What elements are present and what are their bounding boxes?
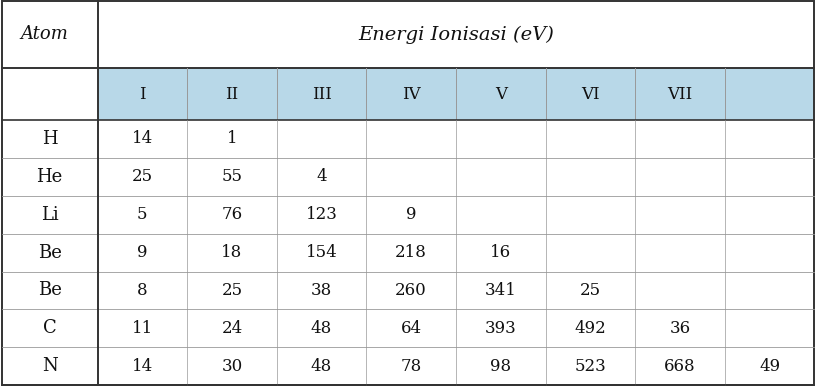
Text: 341: 341: [485, 282, 517, 299]
Text: V: V: [494, 86, 507, 103]
Text: 25: 25: [580, 282, 601, 299]
Text: 16: 16: [490, 244, 512, 261]
Text: 25: 25: [221, 282, 242, 299]
Text: 18: 18: [221, 244, 242, 261]
Text: VII: VII: [667, 86, 693, 103]
Text: 668: 668: [664, 358, 696, 375]
Text: 9: 9: [137, 244, 148, 261]
Text: II: II: [225, 86, 238, 103]
Text: 393: 393: [485, 320, 517, 337]
Text: I: I: [139, 86, 145, 103]
Text: Energi Ionisasi (eV): Energi Ionisasi (eV): [358, 25, 554, 44]
Text: He: He: [37, 168, 63, 186]
Text: Atom: Atom: [21, 25, 69, 43]
Text: 123: 123: [306, 206, 338, 223]
Text: 260: 260: [395, 282, 427, 299]
Text: 1: 1: [227, 130, 237, 147]
Text: 4: 4: [317, 168, 327, 185]
Text: 38: 38: [311, 282, 332, 299]
Text: 24: 24: [221, 320, 242, 337]
Text: Li: Li: [41, 206, 59, 224]
Text: 14: 14: [131, 130, 153, 147]
Text: VI: VI: [581, 86, 600, 103]
Text: 30: 30: [221, 358, 242, 375]
Text: N: N: [42, 357, 57, 375]
Text: 98: 98: [490, 358, 512, 375]
Text: 25: 25: [131, 168, 153, 185]
Text: 11: 11: [131, 320, 153, 337]
Text: 48: 48: [311, 358, 332, 375]
Text: 14: 14: [131, 358, 153, 375]
Text: H: H: [42, 130, 57, 148]
Text: 154: 154: [306, 244, 338, 261]
Text: 8: 8: [137, 282, 148, 299]
Text: 492: 492: [574, 320, 606, 337]
Text: 9: 9: [406, 206, 416, 223]
Text: 49: 49: [759, 358, 780, 375]
Text: 48: 48: [311, 320, 332, 337]
Text: 5: 5: [137, 206, 148, 223]
Text: 218: 218: [395, 244, 427, 261]
Text: C: C: [42, 319, 56, 337]
Text: III: III: [312, 86, 331, 103]
Text: 55: 55: [221, 168, 242, 185]
Text: IV: IV: [401, 86, 420, 103]
Text: 523: 523: [574, 358, 606, 375]
Text: 64: 64: [401, 320, 422, 337]
Text: 76: 76: [221, 206, 242, 223]
Text: 36: 36: [669, 320, 690, 337]
Text: Be: Be: [38, 281, 61, 300]
Text: 78: 78: [401, 358, 422, 375]
Text: Be: Be: [38, 244, 61, 262]
